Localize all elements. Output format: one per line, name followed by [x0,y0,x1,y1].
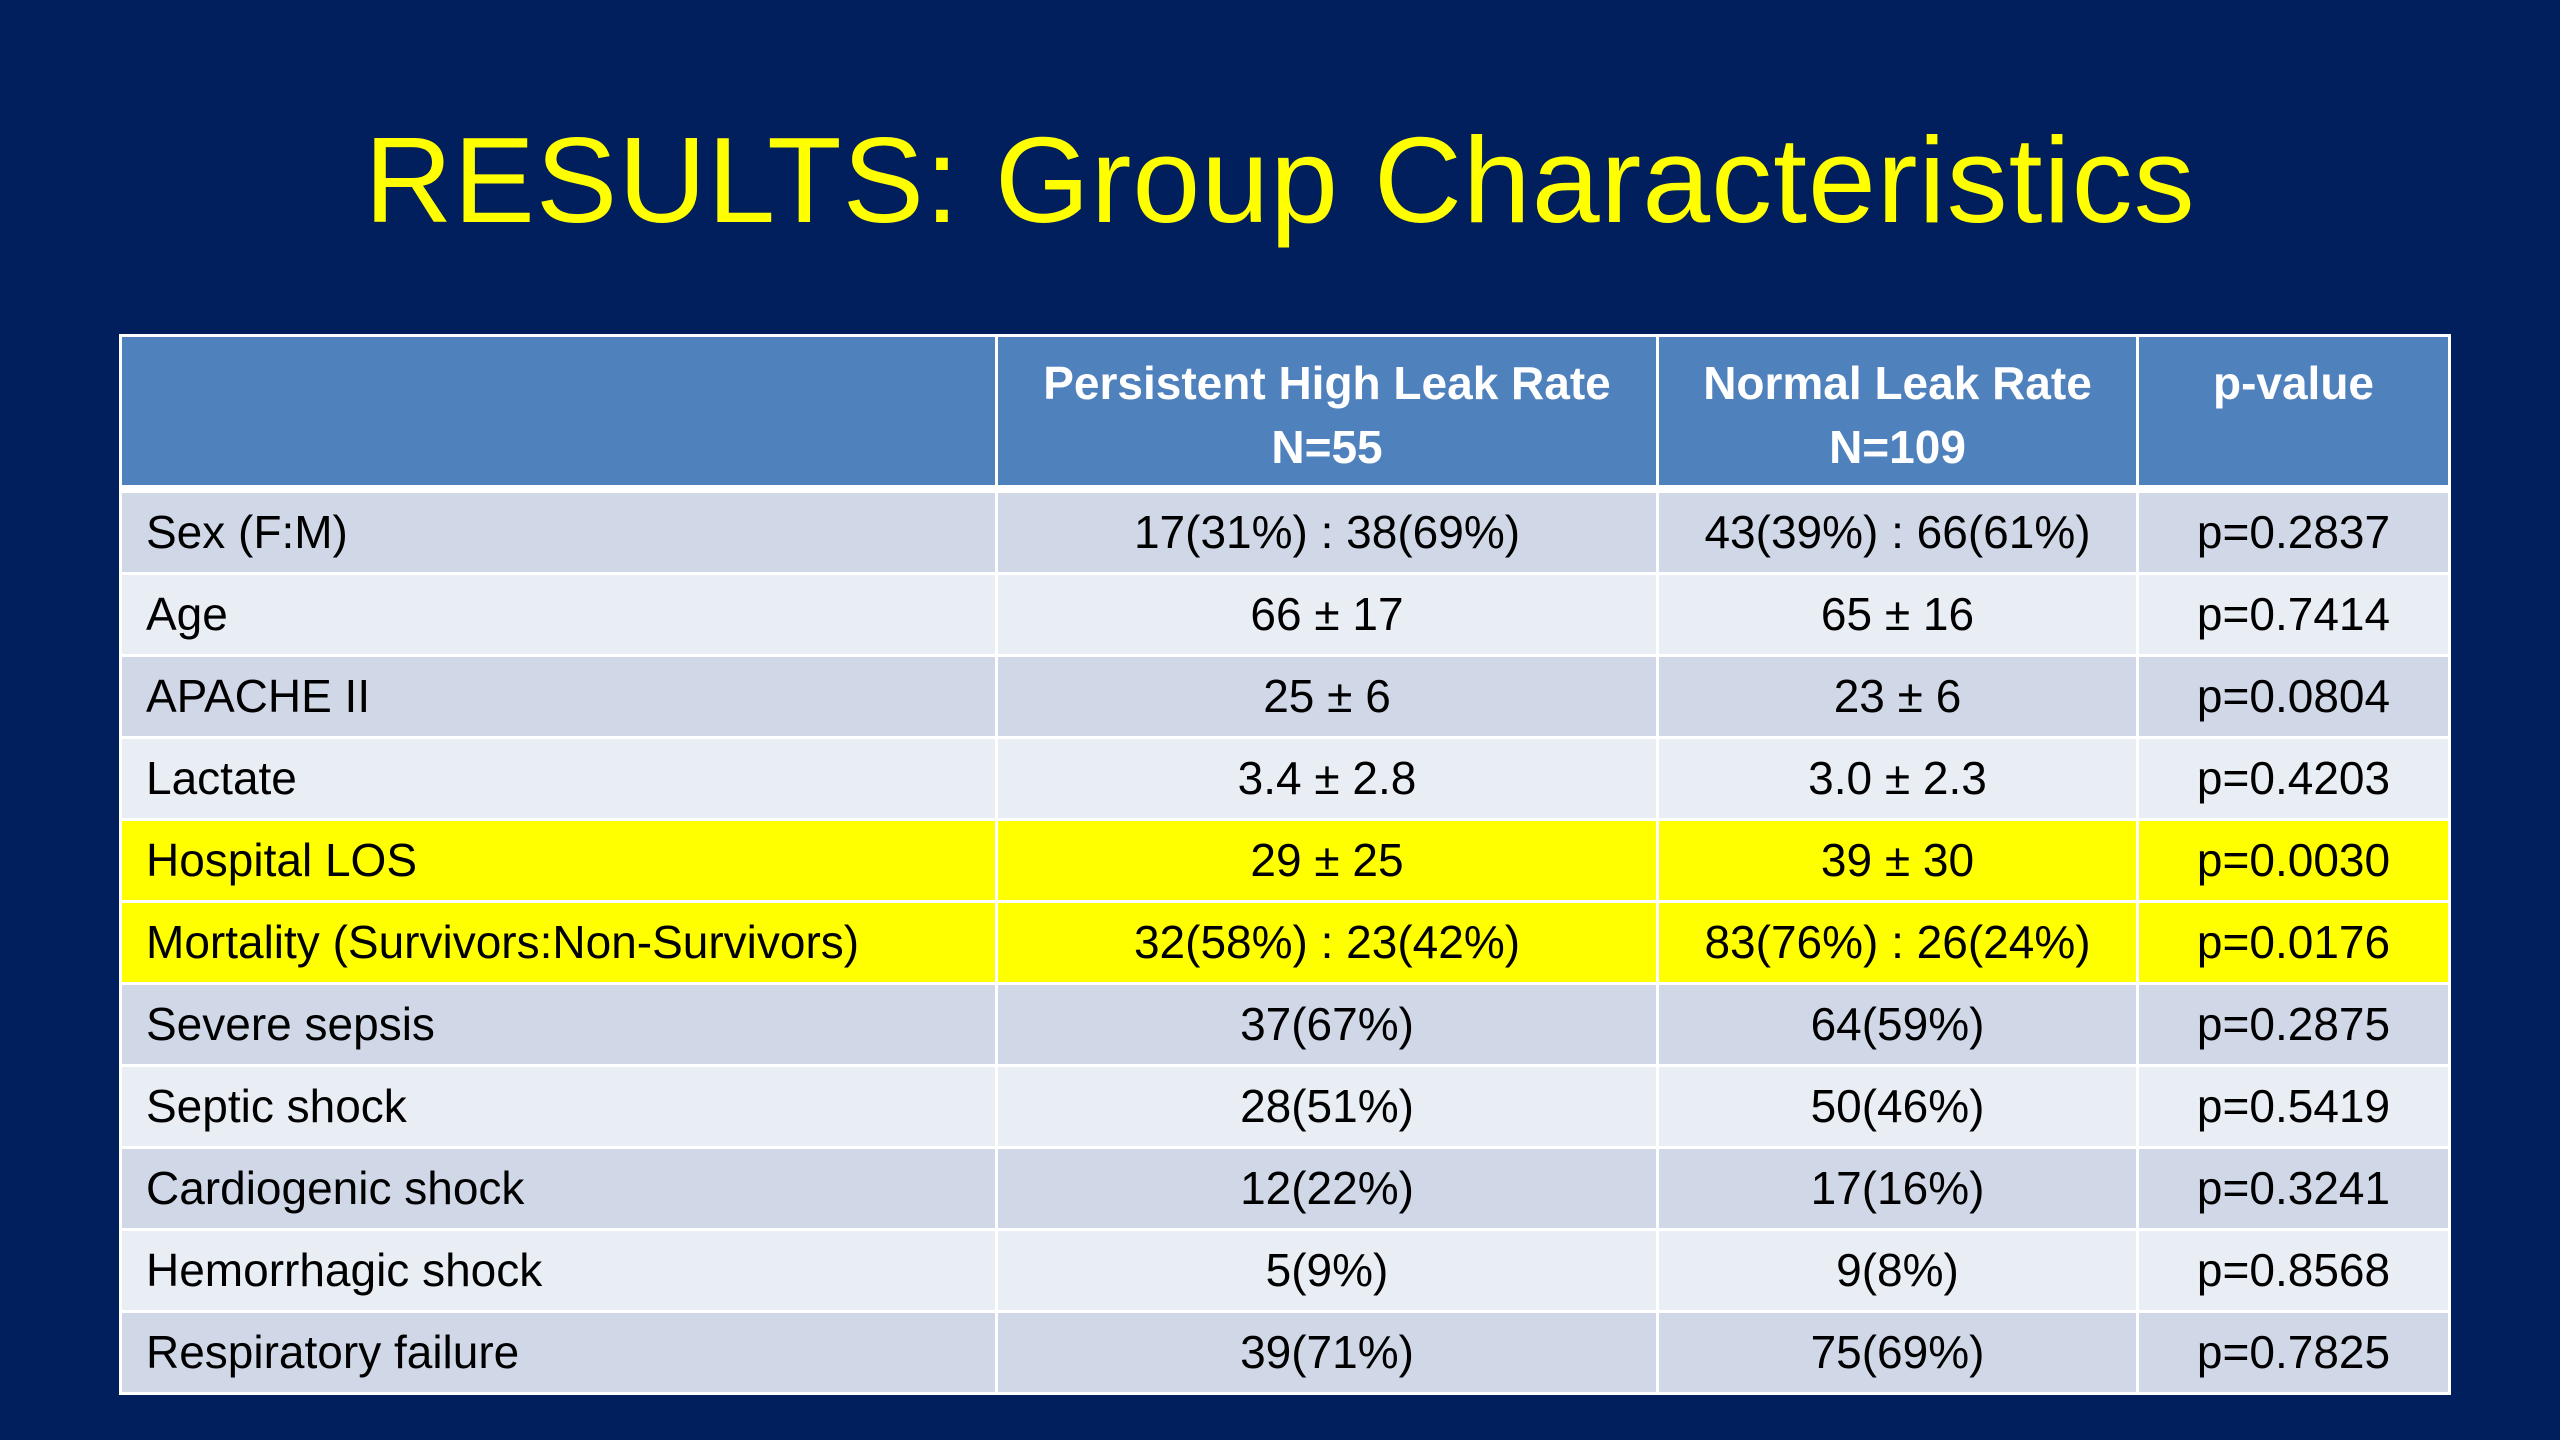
slide-title: RESULTS: Group Characteristics [364,112,2196,248]
header-cell-characteristic [119,334,998,493]
table-row: Septic shock 28(51%) 50(46%) p=0.5419 [119,1064,2451,1149]
row-label-cell: Hospital LOS [119,818,998,903]
row-label-cell: Severe sepsis [119,982,998,1067]
header-line: Persistent High Leak Rate [1043,357,1611,409]
high-leak-cell: 29 ± 25 [995,818,1659,903]
high-leak-cell: 17(31%) : 38(69%) [995,487,1659,575]
normal-leak-cell: 43(39%) : 66(61%) [1656,487,2139,575]
table-row-highlighted: Hospital LOS 29 ± 25 39 ± 30 p=0.0030 [119,818,2451,903]
normal-leak-cell: 23 ± 6 [1656,654,2139,739]
table-header: Persistent High Leak Rate N=55 Normal Le… [119,334,2451,493]
normal-leak-cell: 64(59%) [1656,982,2139,1067]
table-row: Age 66 ± 17 65 ± 16 p=0.7414 [119,572,2451,657]
table-row: Respiratory failure 39(71%) 75(69%) p=0.782… [119,1310,2451,1395]
p-value-cell: p=0.2875 [2136,982,2451,1067]
p-value-cell: p=0.0030 [2136,818,2451,903]
header-cell-p-value: p-value [2136,334,2451,493]
high-leak-cell: 28(51%) [995,1064,1659,1149]
table-row: Hemorrhagic shock 5(9%) 9(8%) p=0.8568 [119,1228,2451,1313]
normal-leak-cell: 75(69%) [1656,1310,2139,1395]
table-row: Severe sepsis 37(67%) 64(59%) p=0.2875 [119,982,2451,1067]
p-value-cell: p=0.0176 [2136,900,2451,985]
header-line: Normal Leak Rate [1703,357,2092,409]
high-leak-cell: 37(67%) [995,982,1659,1067]
row-label-cell: Septic shock [119,1064,998,1149]
row-label-cell: APACHE II [119,654,998,739]
normal-leak-cell: 9(8%) [1656,1228,2139,1313]
high-leak-cell: 66 ± 17 [995,572,1659,657]
header-line: p-value [2212,357,2375,409]
table-row-highlighted: Mortality (Survivors:Non-Survivors) 32(58… [119,900,2451,985]
table-row: Lactate 3.4 ± 2.8 3.0 ± 2.3 p=0.4203 [119,736,2451,821]
high-leak-cell: 5(9%) [995,1228,1659,1313]
row-label-cell: Cardiogenic shock [119,1146,998,1231]
row-label-cell: Hemorrhagic shock [119,1228,998,1313]
row-label-cell: Age [119,572,998,657]
high-leak-cell: 39(71%) [995,1310,1659,1395]
header-line: N=109 [1829,421,1966,473]
row-label-cell: Respiratory failure [119,1310,998,1395]
normal-leak-cell: 65 ± 16 [1656,572,2139,657]
normal-leak-cell: 3.0 ± 2.3 [1656,736,2139,821]
header-cell-normal-leak: Normal Leak Rate N=109 [1656,334,2139,493]
table-row: APACHE II 25 ± 6 23 ± 6 p=0.0804 [119,654,2451,739]
p-value-cell: p=0.5419 [2136,1064,2451,1149]
p-value-cell: p=0.2837 [2136,487,2451,575]
high-leak-cell: 32(58%) : 23(42%) [995,900,1659,985]
header-cell-high-leak: Persistent High Leak Rate N=55 [995,334,1659,493]
p-value-cell: p=0.8568 [2136,1228,2451,1313]
p-value-cell: p=0.7414 [2136,572,2451,657]
header-row: Persistent High Leak Rate N=55 Normal Le… [119,334,2451,493]
row-label-cell: Mortality (Survivors:Non-Survivors) [119,900,998,985]
results-table: Persistent High Leak Rate N=55 Normal Le… [119,334,2451,1395]
high-leak-cell: 12(22%) [995,1146,1659,1231]
normal-leak-cell: 39 ± 30 [1656,818,2139,903]
normal-leak-cell: 50(46%) [1656,1064,2139,1149]
p-value-cell: p=0.0804 [2136,654,2451,739]
high-leak-cell: 25 ± 6 [995,654,1659,739]
p-value-cell: p=0.7825 [2136,1310,2451,1395]
normal-leak-cell: 83(76%) : 26(24%) [1656,900,2139,985]
table-body: Sex (F:M) 17(31%) : 38(69%) 43(39%) : 66(6… [119,487,2451,1395]
header-line: N=55 [1271,421,1383,473]
table-row: Cardiogenic shock 12(22%) 17(16%) p=0.3241 [119,1146,2451,1231]
p-value-cell: p=0.4203 [2136,736,2451,821]
row-label-cell: Sex (F:M) [119,487,998,575]
p-value-cell: p=0.3241 [2136,1146,2451,1231]
table-row: Sex (F:M) 17(31%) : 38(69%) 43(39%) : 66(6… [119,487,2451,575]
high-leak-cell: 3.4 ± 2.8 [995,736,1659,821]
normal-leak-cell: 17(16%) [1656,1146,2139,1231]
row-label-cell: Lactate [119,736,998,821]
